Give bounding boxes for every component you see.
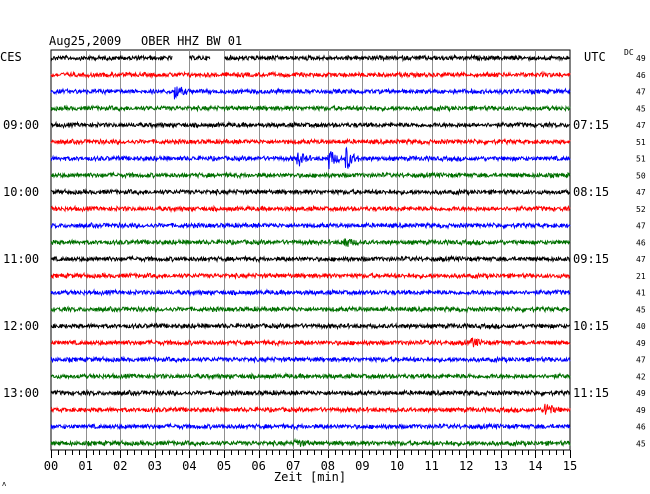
plot-frame xyxy=(50,49,571,451)
trace-row-8 xyxy=(50,187,571,197)
dc-value-row-4: 47 xyxy=(636,121,646,130)
trace-row-18 xyxy=(50,355,571,364)
x-tick-label-03: 03 xyxy=(148,459,162,473)
dc-value-row-19: 42 xyxy=(636,372,646,381)
dc-value-row-13: 21 xyxy=(636,272,646,281)
trace-row-2 xyxy=(50,86,571,100)
dc-value-row-20: 49 xyxy=(636,389,646,398)
trace-row-22 xyxy=(50,422,571,432)
corner-mark: ʌ xyxy=(2,480,6,488)
x-tick-label-10: 10 xyxy=(390,459,404,473)
x-tick-label-09: 09 xyxy=(355,459,369,473)
right-time-labels: 07:15 08:15 09:15 10:15 11:15 xyxy=(573,118,609,400)
trace-row-13 xyxy=(50,271,571,281)
trace-row-6 xyxy=(50,146,571,170)
dc-value-row-16: 40 xyxy=(636,322,646,331)
x-tick-label-15: 15 xyxy=(563,459,577,473)
trace-row-5 xyxy=(50,137,571,147)
trace-row-9 xyxy=(50,204,571,213)
x-tick-label-13: 13 xyxy=(494,459,508,473)
dc-value-row-3: 45 xyxy=(636,104,646,113)
x-tick-label-12: 12 xyxy=(459,459,473,473)
left-time-label-row-20: 13:00 xyxy=(3,386,39,400)
dc-value-row-5: 51 xyxy=(636,138,646,147)
trace-row-11 xyxy=(50,238,571,247)
trace-row-14 xyxy=(50,288,571,297)
station-label: OBER HHZ BW 01 xyxy=(141,34,242,48)
trace-row-21 xyxy=(50,403,571,415)
dc-value-row-17: 49 xyxy=(636,339,646,348)
dc-value-row-8: 47 xyxy=(636,188,646,197)
seismic-traces xyxy=(50,53,571,448)
dc-value-row-1: 46 xyxy=(636,71,646,80)
dc-value-row-2: 47 xyxy=(636,88,646,97)
dc-values: 49 46 47 45 47 51 51 50 47 52 47 46 47 21 41 45 40 49 47 42… xyxy=(636,54,646,448)
x-tick-label-04: 04 xyxy=(182,459,196,473)
right-time-label-row-20: 11:15 xyxy=(573,386,609,400)
left-time-labels: 09:00 10:00 11:00 12:00 13:00 xyxy=(3,118,39,400)
dc-value-row-9: 52 xyxy=(636,205,646,214)
left-time-label-row-12: 11:00 xyxy=(3,252,39,266)
dc-value-row-6: 51 xyxy=(636,155,646,164)
trace-row-15 xyxy=(50,305,571,314)
dc-header-label: DC xyxy=(624,48,634,57)
x-tick-label-01: 01 xyxy=(78,459,92,473)
x-tick-label-14: 14 xyxy=(528,459,542,473)
right-time-label-row-16: 10:15 xyxy=(573,319,609,333)
trace-row-10 xyxy=(50,221,571,230)
dc-value-row-7: 50 xyxy=(636,171,646,180)
date-label: Aug25,2009 xyxy=(49,34,121,48)
grid-lines xyxy=(86,50,536,450)
left-time-label-row-8: 10:00 xyxy=(3,185,39,199)
trace-row-3 xyxy=(50,104,571,113)
trace-row-17 xyxy=(50,337,571,348)
right-timezone-label: UTC xyxy=(584,50,606,64)
left-time-label-row-4: 09:00 xyxy=(3,118,39,132)
x-tick-label-07: 07 xyxy=(286,459,300,473)
right-time-label-row-8: 08:15 xyxy=(573,185,609,199)
trace-row-1 xyxy=(50,70,571,80)
trace-row-0 xyxy=(50,53,571,63)
x-tick-label-06: 06 xyxy=(251,459,265,473)
trace-row-16 xyxy=(50,322,571,331)
x-tick-label-11: 11 xyxy=(424,459,438,473)
dc-value-row-18: 47 xyxy=(636,356,646,365)
trace-row-20 xyxy=(50,388,571,398)
dc-value-row-10: 47 xyxy=(636,222,646,231)
trace-row-19 xyxy=(50,372,571,381)
dc-value-row-21: 49 xyxy=(636,406,646,415)
x-axis: 00 01 02 03 04 05 06 07 08 09 10 11 12 13 14 15 xyxy=(44,450,577,473)
dc-value-row-14: 41 xyxy=(636,289,646,298)
x-tick-label-02: 02 xyxy=(113,459,127,473)
trace-row-23 xyxy=(50,437,571,448)
left-timezone-label: CES xyxy=(0,50,22,64)
dc-value-row-0: 49 xyxy=(636,54,646,63)
left-time-label-row-16: 12:00 xyxy=(3,319,39,333)
x-axis-title: Zeit [min] xyxy=(274,470,346,484)
dc-value-row-12: 47 xyxy=(636,255,646,264)
dc-value-row-15: 45 xyxy=(636,305,646,314)
dc-value-row-22: 46 xyxy=(636,423,646,432)
x-tick-label-00: 00 xyxy=(44,459,58,473)
dc-value-row-23: 45 xyxy=(636,439,646,448)
trace-row-12 xyxy=(50,254,571,264)
x-tick-label-05: 05 xyxy=(217,459,231,473)
trace-row-7 xyxy=(50,171,571,180)
right-time-label-row-12: 09:15 xyxy=(573,252,609,266)
trace-row-4 xyxy=(50,120,571,130)
right-time-label-row-4: 07:15 xyxy=(573,118,609,132)
x-tick-label-08: 08 xyxy=(321,459,335,473)
dc-value-row-11: 46 xyxy=(636,238,646,247)
